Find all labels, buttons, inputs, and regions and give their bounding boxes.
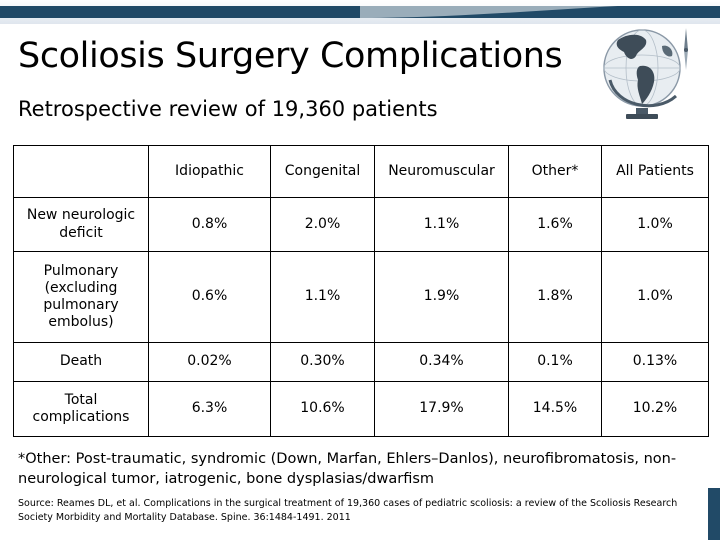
table-cell: 0.1%	[508, 342, 602, 382]
table-cell: 10.6%	[270, 381, 375, 437]
table-header-cell	[13, 145, 149, 198]
table-row: Death 0.02% 0.30% 0.34% 0.1% 0.13%	[13, 342, 709, 382]
table-header-cell: Congenital	[270, 145, 375, 198]
table-cell: 0.13%	[601, 342, 709, 382]
table-cell: 1.6%	[508, 197, 602, 252]
row-label: Pulmonary (excluding pulmonary embolus)	[13, 251, 149, 343]
table-cell: 10.2%	[601, 381, 709, 437]
table-cell: 2.0%	[270, 197, 375, 252]
complications-table: Idiopathic Congenital Neuromuscular Othe…	[13, 145, 709, 437]
table-header-cell: Idiopathic	[148, 145, 271, 198]
table-cell: 6.3%	[148, 381, 271, 437]
slide-subtitle: Retrospective review of 19,360 patients	[18, 97, 438, 121]
row-label: Total complications	[13, 381, 149, 437]
table-cell: 1.9%	[374, 251, 509, 343]
table-cell: 1.1%	[270, 251, 375, 343]
table-cell: 0.34%	[374, 342, 509, 382]
table-header-cell: All Patients	[601, 145, 709, 198]
footer-accent-block	[708, 488, 720, 540]
footnote: *Other: Post-traumatic, syndromic (Down,…	[18, 451, 677, 488]
header-curve	[360, 0, 720, 18]
table-cell: 1.1%	[374, 197, 509, 252]
table-header-row: Idiopathic Congenital Neuromuscular Othe…	[13, 145, 709, 198]
table-cell: 17.9%	[374, 381, 509, 437]
row-label: New neurologic deficit	[13, 197, 149, 252]
table-row: Total complications 6.3% 10.6% 17.9% 14.…	[13, 381, 709, 437]
source-citation: Source: Reames DL, et al. Complications …	[18, 498, 678, 523]
table-cell: 1.0%	[601, 251, 709, 343]
table-cell: 0.6%	[148, 251, 271, 343]
table-header-cell: Other*	[508, 145, 602, 198]
table-cell: 1.0%	[601, 197, 709, 252]
table-cell: 14.5%	[508, 381, 602, 437]
table-row: Pulmonary (excluding pulmonary embolus) …	[13, 251, 709, 343]
table-cell: 0.02%	[148, 342, 271, 382]
table-cell: 0.30%	[270, 342, 375, 382]
table-cell: 0.8%	[148, 197, 271, 252]
table-header-cell: Neuromuscular	[374, 145, 509, 198]
globe-with-compass-icon	[603, 28, 688, 119]
table-row: New neurologic deficit 0.8% 2.0% 1.1% 1.…	[13, 197, 709, 252]
slide-title: Scoliosis Surgery Complications	[18, 36, 563, 76]
table-cell: 1.8%	[508, 251, 602, 343]
row-label: Death	[13, 342, 149, 382]
